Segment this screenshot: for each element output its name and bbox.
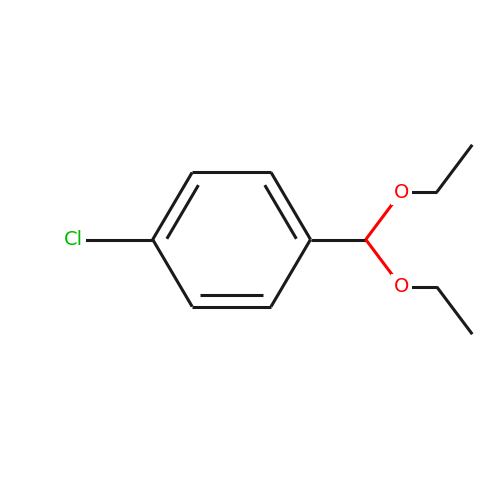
Text: O: O: [394, 277, 409, 297]
Text: O: O: [394, 182, 409, 202]
Text: Cl: Cl: [64, 230, 83, 249]
